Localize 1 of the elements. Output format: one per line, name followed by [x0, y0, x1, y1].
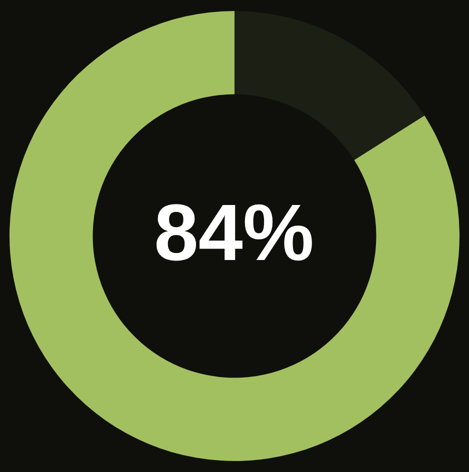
text: 84%: [154, 188, 314, 277]
